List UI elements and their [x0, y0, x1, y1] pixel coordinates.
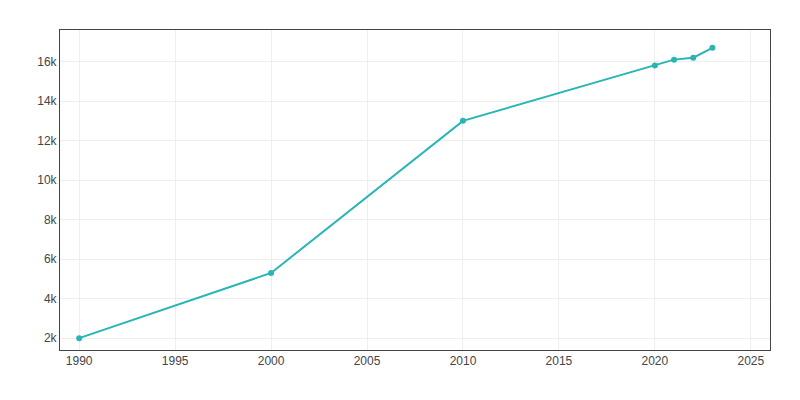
svg-text:14k: 14k: [37, 94, 57, 108]
svg-text:2k: 2k: [44, 331, 58, 345]
svg-text:2025: 2025: [737, 354, 764, 368]
svg-text:4k: 4k: [44, 292, 58, 306]
svg-text:16k: 16k: [37, 55, 57, 69]
svg-text:2015: 2015: [546, 354, 573, 368]
svg-text:10k: 10k: [37, 173, 57, 187]
svg-text:2010: 2010: [450, 354, 477, 368]
svg-text:12k: 12k: [37, 134, 57, 148]
svg-text:1995: 1995: [162, 354, 189, 368]
svg-text:6k: 6k: [44, 252, 58, 266]
svg-text:2000: 2000: [258, 354, 285, 368]
svg-text:2020: 2020: [642, 354, 669, 368]
svg-text:1990: 1990: [66, 354, 93, 368]
svg-text:8k: 8k: [44, 213, 58, 227]
svg-text:2005: 2005: [354, 354, 381, 368]
